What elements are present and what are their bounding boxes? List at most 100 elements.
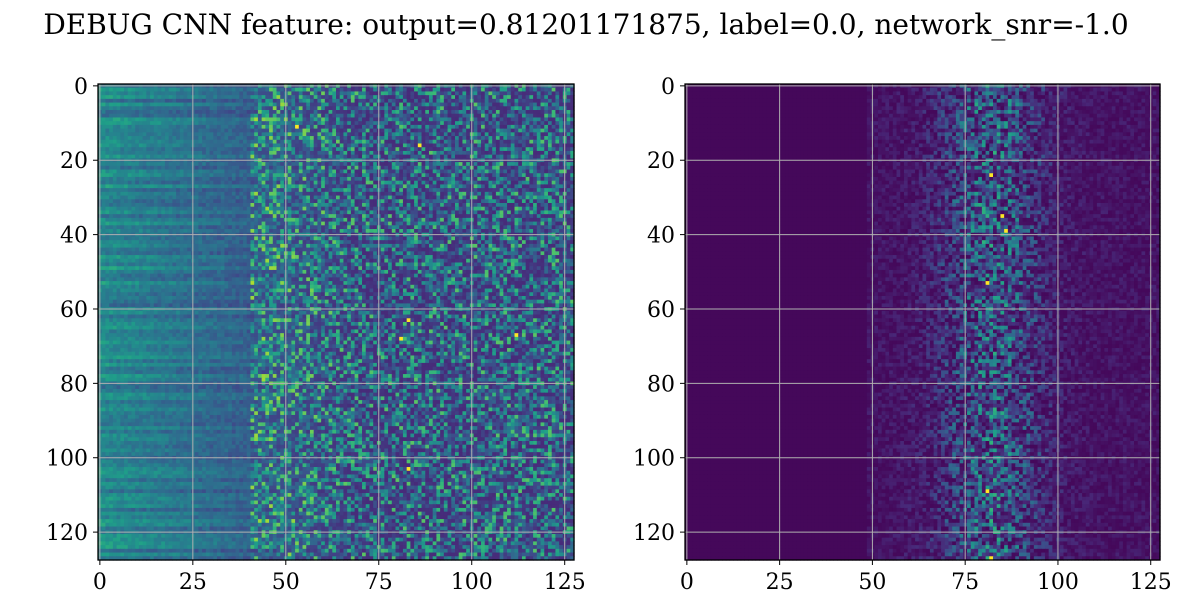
left-heatmap-cell (451, 95, 455, 99)
left-heatmap-cell (154, 136, 158, 140)
left-heatmap-cell (436, 125, 440, 129)
left-heatmap-cell (146, 125, 150, 129)
left-heatmap-cell (232, 192, 236, 196)
left-heatmap-cell (515, 95, 519, 99)
left-heatmap-cell (299, 110, 303, 114)
left-heatmap-cell (485, 103, 489, 107)
left-heatmap-cell (518, 140, 522, 144)
left-heatmap-cell (548, 192, 552, 196)
left-heatmap-cell (247, 225, 251, 229)
left-heatmap-cell (459, 196, 463, 200)
left-heatmap-cell (124, 88, 128, 92)
left-heatmap-cell (526, 95, 530, 99)
left-heatmap-cell (329, 140, 333, 144)
left-heatmap-cell (533, 166, 537, 170)
left-heatmap-cell (299, 218, 303, 222)
left-heatmap-cell (265, 210, 269, 214)
left-heatmap-cell (161, 140, 165, 144)
left-heatmap-cell (369, 192, 373, 196)
left-heatmap-cell (537, 136, 541, 140)
left-heatmap-cell (243, 132, 247, 136)
left-heatmap-cell (481, 170, 485, 174)
left-heatmap-cell (143, 91, 147, 95)
left-heatmap-cell (172, 162, 176, 166)
left-heatmap-cell (120, 106, 124, 110)
left-heatmap-cell (109, 214, 113, 218)
left-heatmap-cell (228, 210, 232, 214)
left-heatmap-cell (195, 125, 199, 129)
left-heatmap-cell (384, 132, 388, 136)
left-heatmap-cell (433, 151, 437, 155)
left-heatmap-cell (559, 173, 563, 177)
left-heatmap-cell (250, 140, 254, 144)
left-heatmap-cell (295, 151, 299, 155)
left-heatmap-cell (414, 114, 418, 118)
left-heatmap-cell (492, 114, 496, 118)
left-heatmap-cell (418, 203, 422, 207)
left-heatmap-cell (269, 214, 273, 218)
left-heatmap-cell (336, 151, 340, 155)
left-heatmap-cell (131, 203, 135, 207)
left-heatmap-cell (228, 188, 232, 192)
left-heatmap-cell (433, 225, 437, 229)
left-heatmap-cell (236, 184, 240, 188)
left-heatmap-cell (254, 196, 258, 200)
left-heatmap-cell (165, 162, 169, 166)
left-heatmap-cell (541, 147, 545, 151)
left-heatmap-cell (492, 99, 496, 103)
left-heatmap-cell (202, 177, 206, 181)
left-heatmap-cell (280, 170, 284, 174)
left-heatmap-cell (518, 181, 522, 185)
left-heatmap-cell (176, 103, 180, 107)
left-heatmap-cell (243, 155, 247, 159)
left-heatmap-cell (526, 129, 530, 133)
left-heatmap-cell (351, 166, 355, 170)
left-heatmap-cell (433, 147, 437, 151)
left-heatmap-cell (369, 121, 373, 125)
left-heatmap-cell (347, 110, 351, 114)
left-heatmap-cell (567, 129, 571, 133)
left-heatmap-cell (347, 203, 351, 207)
left-heatmap-cell (202, 225, 206, 229)
left-heatmap-cell (425, 99, 429, 103)
left-heatmap-cell (195, 91, 199, 95)
left-heatmap-cell (158, 166, 162, 170)
left-heatmap-cell (172, 106, 176, 110)
left-heatmap-cell (567, 136, 571, 140)
left-heatmap-cell (559, 188, 563, 192)
left-heatmap-cell (213, 192, 217, 196)
left-heatmap-cell (511, 88, 515, 92)
left-heatmap-cell (329, 132, 333, 136)
left-heatmap-cell (198, 103, 202, 107)
left-heatmap-cell (347, 95, 351, 99)
left-heatmap-cell (243, 136, 247, 140)
left-heatmap-cell (314, 99, 318, 103)
left-heatmap-cell (265, 114, 269, 118)
left-heatmap-cell (548, 218, 552, 222)
left-heatmap-cell (228, 117, 232, 121)
left-heatmap-cell (198, 132, 202, 136)
left-heatmap-cell (384, 214, 388, 218)
left-heatmap-cell (477, 170, 481, 174)
left-heatmap-cell (247, 192, 251, 196)
left-heatmap-cell (221, 95, 225, 99)
left-heatmap-cell (288, 147, 292, 151)
left-heatmap-cell (176, 170, 180, 174)
left-heatmap-cell (176, 210, 180, 214)
left-heatmap-cell (343, 184, 347, 188)
left-heatmap-cell (280, 218, 284, 222)
left-heatmap-cell (303, 114, 307, 118)
left-heatmap-cell (295, 91, 299, 95)
left-heatmap-cell (459, 188, 463, 192)
left-heatmap-cell (533, 203, 537, 207)
left-heatmap-cell (180, 95, 184, 99)
left-heatmap-cell (355, 144, 359, 148)
left-heatmap-cell (154, 151, 158, 155)
left-heatmap-cell (154, 222, 158, 226)
left-heatmap-cell (440, 129, 444, 133)
left-heatmap-cell (392, 132, 396, 136)
left-heatmap-cell (541, 177, 545, 181)
left-heatmap-cell (429, 218, 433, 222)
left-heatmap-cell (507, 173, 511, 177)
left-heatmap-cell (128, 170, 132, 174)
